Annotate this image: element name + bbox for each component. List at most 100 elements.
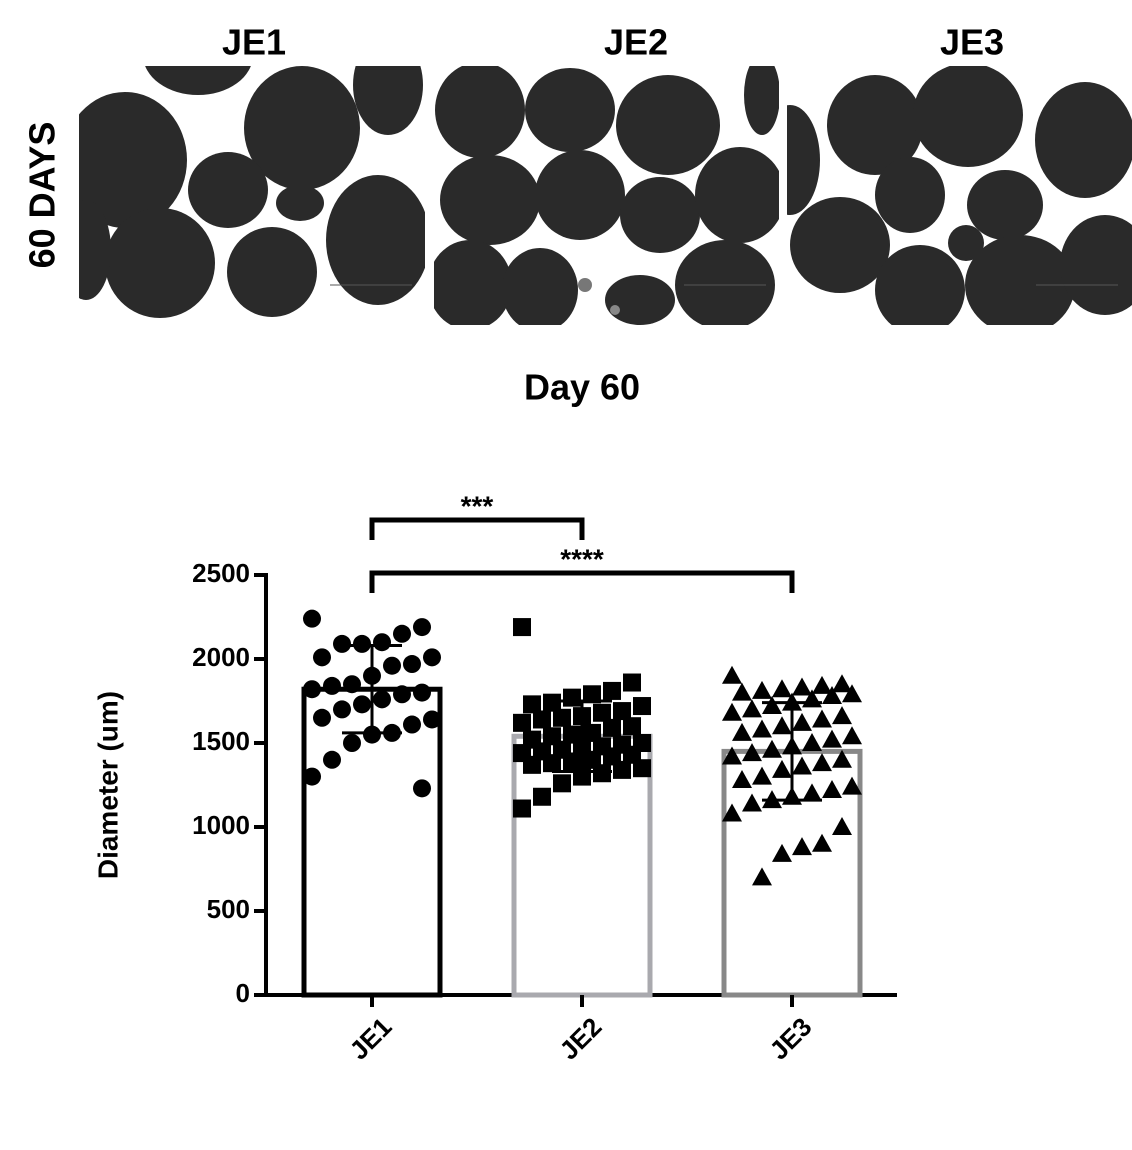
point [832, 674, 852, 693]
point [403, 655, 421, 674]
point [613, 760, 631, 779]
point [413, 779, 431, 798]
point [842, 726, 862, 745]
point [353, 634, 371, 653]
y-tick-label: 2500 [192, 558, 250, 588]
point [722, 803, 742, 822]
point [752, 680, 772, 699]
row-label: 60 DAYS [22, 122, 63, 269]
point [513, 713, 531, 732]
point [832, 706, 852, 725]
point [343, 734, 361, 752]
point [752, 719, 772, 738]
point [413, 683, 431, 702]
micrograph [434, 66, 779, 325]
point [333, 700, 351, 719]
point [303, 680, 321, 699]
point [563, 752, 581, 771]
point [762, 696, 782, 715]
point [543, 754, 561, 773]
point [822, 729, 842, 748]
micrograph [79, 66, 425, 325]
point [772, 716, 792, 735]
y-tick-label: 1000 [192, 810, 250, 840]
point [772, 679, 792, 698]
point [313, 708, 331, 727]
y-tick-label: 1500 [192, 726, 250, 756]
point [832, 817, 852, 835]
point [333, 634, 351, 653]
point [583, 685, 601, 704]
point [533, 787, 551, 806]
point [623, 717, 641, 736]
point [792, 837, 812, 856]
y-tick-label: 500 [207, 894, 250, 924]
panel-title: JE3 [940, 22, 1004, 63]
point [812, 833, 832, 852]
point [802, 733, 822, 751]
point [323, 750, 341, 769]
point [303, 609, 321, 628]
point [742, 793, 762, 812]
point [423, 648, 441, 667]
point [343, 675, 361, 694]
point [393, 685, 411, 704]
point [772, 843, 792, 862]
point [792, 677, 812, 696]
point [593, 764, 611, 783]
point [812, 709, 832, 728]
point [523, 695, 541, 714]
point [742, 699, 762, 718]
point [832, 749, 852, 768]
point [742, 743, 762, 762]
point [423, 710, 441, 729]
point [722, 665, 742, 684]
significance-bracket [369, 570, 795, 593]
point [413, 618, 431, 637]
point [353, 695, 371, 714]
y-tick-label: 0 [236, 978, 250, 1008]
point [822, 685, 842, 704]
point [403, 715, 421, 734]
point [303, 767, 321, 786]
point [513, 618, 531, 637]
point [762, 739, 782, 758]
point [533, 710, 551, 729]
point [732, 722, 752, 741]
point [363, 725, 381, 744]
point [603, 681, 621, 700]
point [722, 746, 742, 765]
point [373, 690, 391, 709]
point [613, 702, 631, 721]
x-tick-label: JE1 [344, 1012, 398, 1066]
point [802, 783, 822, 802]
point [812, 675, 832, 694]
x-tick-label: JE2 [554, 1012, 608, 1066]
point [732, 769, 752, 788]
point [543, 693, 561, 712]
point [822, 780, 842, 799]
point [842, 776, 862, 795]
significance-label: **** [560, 543, 604, 574]
panel-title: JE1 [222, 22, 286, 63]
point [732, 682, 752, 701]
point [792, 756, 812, 775]
point [373, 633, 391, 652]
point [792, 712, 812, 731]
point [553, 774, 571, 793]
significance-label: *** [461, 490, 494, 521]
y-tick-label: 2000 [192, 642, 250, 672]
micrograph [787, 66, 1132, 325]
point [603, 718, 621, 737]
point [752, 867, 772, 886]
point [313, 648, 331, 667]
chart-title: Day 60 [524, 367, 640, 408]
panel-title: JE2 [604, 22, 668, 63]
point [513, 799, 531, 818]
y-axis-label: Diameter (um) [92, 691, 123, 879]
point [563, 688, 581, 707]
point [323, 676, 341, 695]
point [593, 703, 611, 722]
x-tick-label: JE3 [764, 1012, 818, 1066]
